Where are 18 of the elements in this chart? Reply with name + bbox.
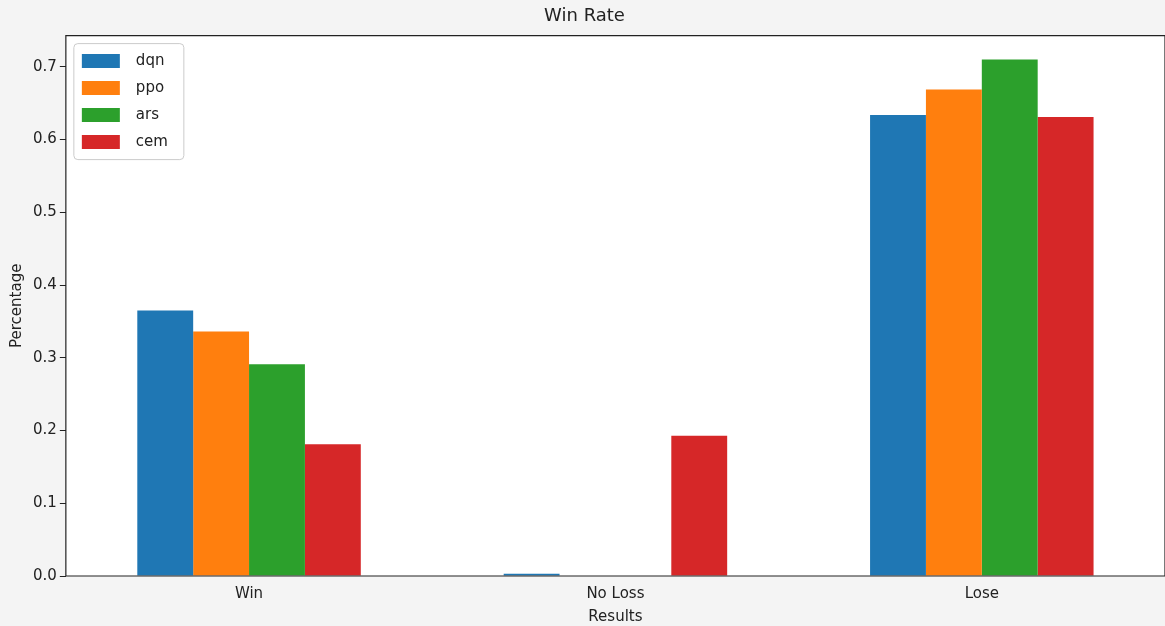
x-tick-label: Win bbox=[234, 583, 264, 602]
x-tick-label: Lose bbox=[964, 583, 999, 602]
y-tick-label: 0.0 bbox=[33, 565, 57, 584]
chart-title: Win Rate bbox=[544, 4, 625, 26]
y-axis-title: Percentage bbox=[6, 263, 25, 348]
x-axis-title: Results bbox=[588, 606, 643, 625]
y-tick-label: 0.2 bbox=[33, 420, 57, 439]
legend-label: ars bbox=[135, 104, 160, 123]
legend-label: ppo bbox=[135, 77, 165, 96]
y-tick-label: 0.7 bbox=[33, 56, 57, 75]
x-tick-label: No Loss bbox=[586, 583, 645, 602]
y-tick-label: 0.6 bbox=[33, 129, 57, 148]
legend-label: dqn bbox=[135, 50, 165, 69]
y-tick-label: 0.1 bbox=[33, 493, 57, 512]
y-tick-label: 0.4 bbox=[33, 274, 57, 293]
legend-label: cem bbox=[135, 131, 168, 150]
y-tick-label: 0.3 bbox=[33, 347, 57, 366]
y-tick-label: 0.5 bbox=[33, 202, 57, 221]
